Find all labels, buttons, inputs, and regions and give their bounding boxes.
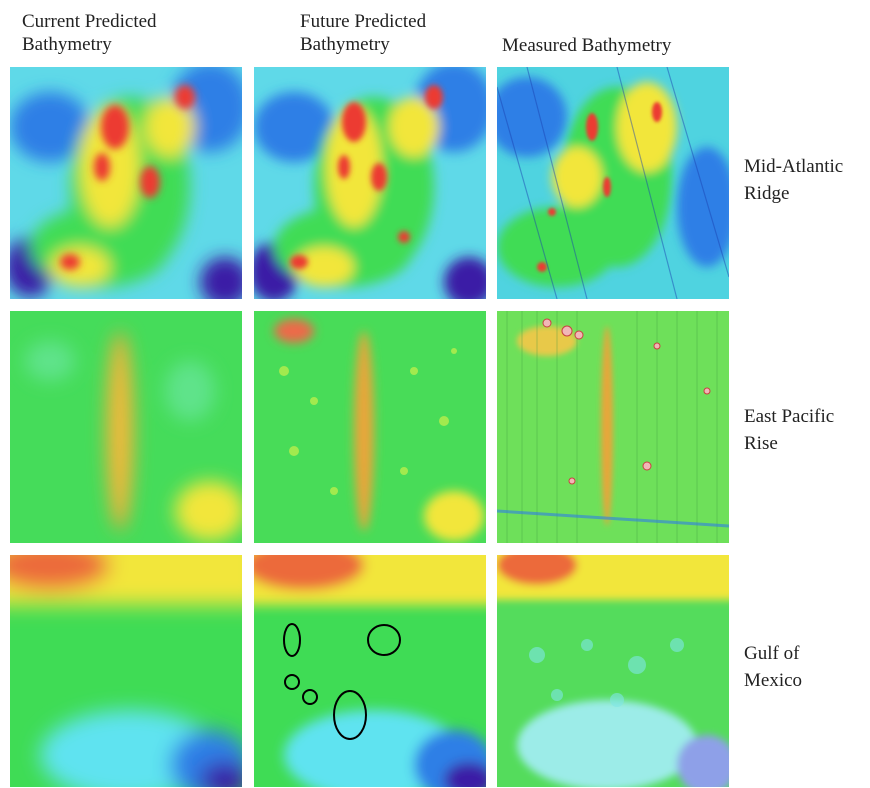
highlight-ellipse <box>283 623 301 657</box>
map-measured-gulf-of-mexico <box>497 555 729 787</box>
highlight-ellipse <box>333 690 367 740</box>
map-future-gulf-of-mexico <box>254 555 486 787</box>
map-current-east-pacific-rise <box>10 311 242 543</box>
column-header-future: Future Predicted Bathymetry <box>300 11 427 55</box>
row-label-mid-atlantic-ridge: Mid-Atlantic Ridge <box>744 156 844 204</box>
highlight-ellipse <box>284 674 300 690</box>
row-label-gulf-of-mexico: Gulf of Mexico <box>744 643 803 691</box>
map-future-east-pacific-rise <box>254 311 486 543</box>
highlight-ellipse <box>302 689 318 705</box>
column-header-current: Current Predicted Bathymetry <box>22 11 157 55</box>
highlight-ellipse <box>367 624 401 656</box>
column-header-measured: Measured Bathymetry <box>502 35 672 56</box>
map-future-mid-atlantic-ridge <box>254 67 486 299</box>
row-label-east-pacific-rise: East Pacific Rise <box>744 406 835 454</box>
map-measured-mid-atlantic-ridge <box>497 67 729 299</box>
map-measured-east-pacific-rise <box>497 311 729 543</box>
map-current-gulf-of-mexico <box>10 555 242 787</box>
map-current-mid-atlantic-ridge <box>10 67 242 299</box>
